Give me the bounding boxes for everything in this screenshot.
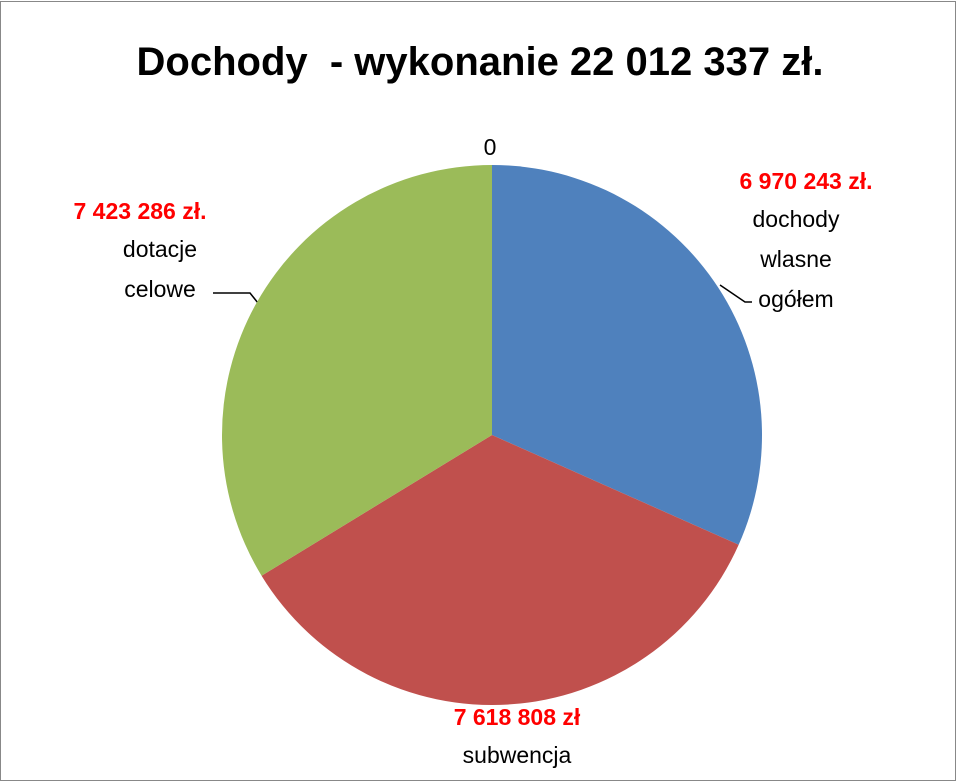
pie-slice <box>492 165 762 545</box>
value-label: 7 618 808 zł <box>453 704 581 730</box>
chart-title: Dochody - wykonanie 22 012 337 zł. <box>136 40 824 84</box>
leader-line <box>213 292 259 304</box>
value-label: 0 <box>483 134 497 160</box>
pie-slice <box>261 435 739 705</box>
value-label: 6 970 243 zł. <box>739 168 873 194</box>
category-label: dochody wlasne ogółem <box>752 206 840 312</box>
value-label: 7 423 286 zł. <box>73 198 207 224</box>
category-label: subwencja <box>462 742 572 768</box>
leader-line <box>719 284 752 303</box>
pie-slice <box>222 165 492 576</box>
category-label: dotacje celowe <box>122 236 198 302</box>
